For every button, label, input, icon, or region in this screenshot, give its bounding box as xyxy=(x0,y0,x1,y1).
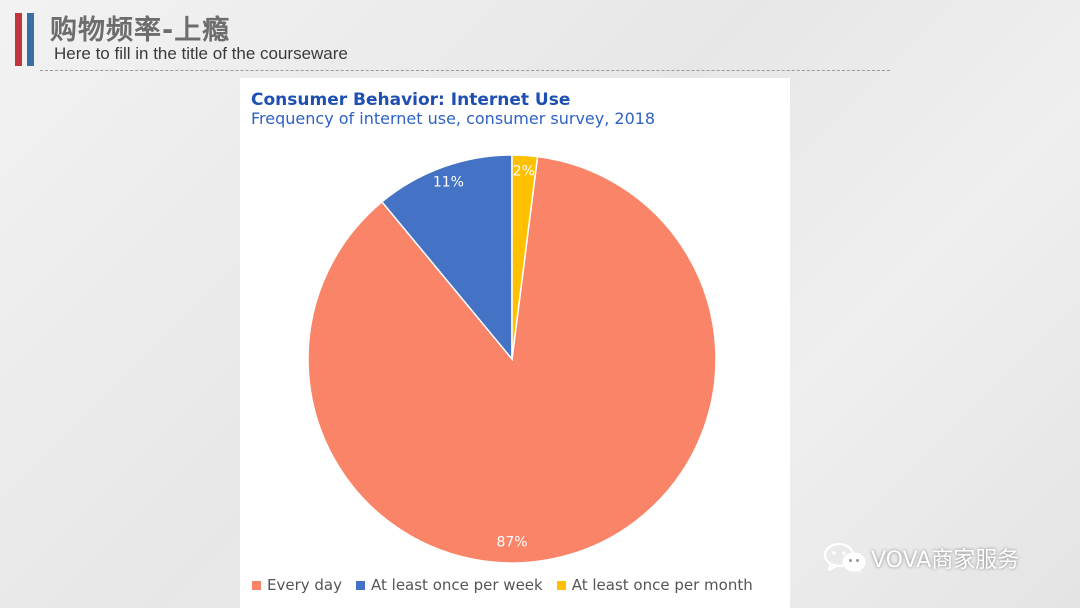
chart-subtitle: Frequency of internet use, consumer surv… xyxy=(251,109,656,128)
legend-item: Every day xyxy=(252,576,342,594)
chart-card: Consumer Behavior: Internet Use Frequenc… xyxy=(240,78,790,608)
legend-label: At least once per month xyxy=(571,576,753,594)
legend-item: At least once per month xyxy=(556,576,753,594)
legend-swatch xyxy=(252,580,261,590)
legend-swatch xyxy=(556,580,566,590)
accent-bar-red xyxy=(15,13,22,66)
header-divider xyxy=(40,70,890,71)
chart-legend: Every day At least once per week At least … xyxy=(252,576,767,594)
page-title: 购物频率-上瘾 xyxy=(50,15,231,46)
page-subtitle: Here to fill in the title of the coursew… xyxy=(54,44,348,63)
watermark-text: VOVA商家服务 xyxy=(871,548,1020,573)
pie-label-at-least-once-per-month: 2% xyxy=(513,164,535,180)
pie-slice-at-least-once-per-month xyxy=(511,154,539,360)
pie-slice-at-least-once-per-week xyxy=(380,154,513,362)
legend-label: Every day xyxy=(267,576,342,594)
chart-title: Consumer Behavior: Internet Use xyxy=(251,90,571,110)
pie-label-every-day: 87% xyxy=(496,535,527,551)
legend-label: At least once per week xyxy=(371,576,543,594)
pie-label-at-least-once-per-week: 11% xyxy=(433,174,464,190)
pie-chart: 87% 11% 2% xyxy=(307,154,717,564)
accent-bar-blue xyxy=(27,13,34,66)
legend-swatch xyxy=(356,580,365,590)
watermark: VOVA商家服务 xyxy=(823,542,1019,574)
wechat-icon xyxy=(823,542,866,573)
legend-item: At least once per week xyxy=(356,576,543,594)
